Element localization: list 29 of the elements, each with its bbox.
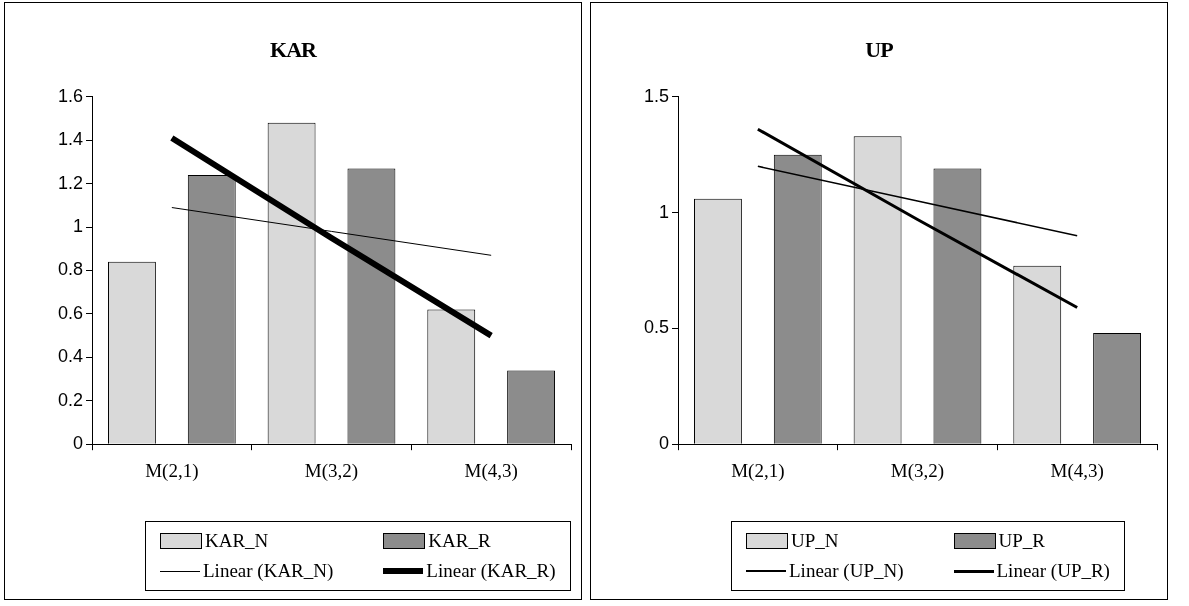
chart-title: UP xyxy=(864,37,894,63)
legend-label: Linear (KAR_N) xyxy=(203,560,334,582)
y-tick-label: 1.2 xyxy=(57,172,84,193)
y-tick-label: 1.5 xyxy=(643,85,670,106)
y-tick-label: 0.6 xyxy=(57,302,84,323)
y-tick-label: 1.6 xyxy=(57,85,84,106)
y-tick-label: 0.2 xyxy=(57,389,84,410)
legend-label: Linear (UP_N) xyxy=(789,560,904,582)
y-tick-label: 0.8 xyxy=(57,259,84,280)
x-tick-label: M(3,2) xyxy=(890,459,945,482)
y-tick-label: 0 xyxy=(659,433,670,454)
legend-label: Linear (KAR_R) xyxy=(426,560,556,582)
x-tick-label: M(2,1) xyxy=(731,459,785,482)
y-tick-label: 0.5 xyxy=(643,317,670,338)
y-tick-label: 0 xyxy=(73,433,84,454)
legend-label: KAR_R xyxy=(428,530,491,552)
legend-label: Linear (UP_R) xyxy=(996,560,1110,582)
legend-label: UP_N xyxy=(791,530,839,552)
legend-label: UP_R xyxy=(998,530,1045,552)
y-tick-label: 0.4 xyxy=(57,346,84,367)
y-tick-label: 1.4 xyxy=(57,129,84,150)
y-tick-label: 1 xyxy=(659,201,670,222)
x-tick-label: M(3,2) xyxy=(304,459,359,482)
x-tick-label: M(4,3) xyxy=(464,459,518,482)
legend-label: KAR_N xyxy=(205,530,269,552)
y-tick-label: 1 xyxy=(73,216,84,237)
x-tick-label: M(2,1) xyxy=(145,459,199,482)
x-tick-label: M(4,3) xyxy=(1050,459,1104,482)
chart-title: KAR xyxy=(269,37,318,63)
